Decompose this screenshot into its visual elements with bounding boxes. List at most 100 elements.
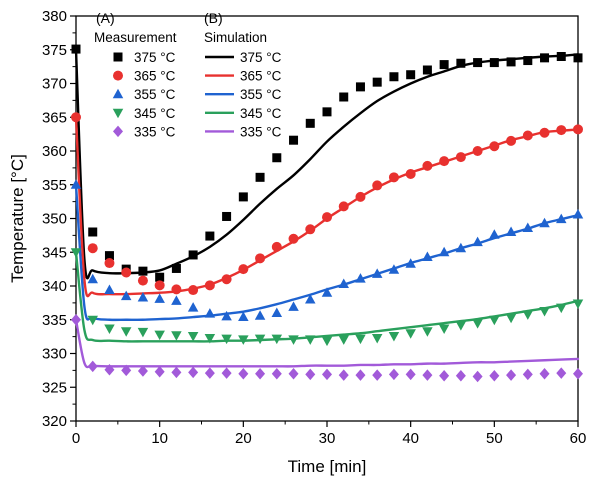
- measurement-point: [271, 368, 282, 380]
- measurement-point: [221, 274, 232, 285]
- legend-simulation-label: 335 °C: [240, 124, 282, 139]
- y-tick-label: 350: [42, 211, 67, 228]
- legend-entry-375: 375 °C 375 °C: [113, 50, 282, 65]
- y-tick-label: 325: [42, 379, 67, 396]
- measurement-point: [372, 369, 383, 381]
- measurement-point: [371, 333, 383, 344]
- y-tick-label: 335: [42, 312, 67, 329]
- measurement-point: [573, 124, 583, 135]
- measurement-point: [321, 287, 333, 297]
- measurement-point: [506, 369, 517, 381]
- measurement-point: [522, 368, 533, 381]
- measurement-point: [171, 366, 182, 379]
- y-tick-label: 330: [42, 346, 67, 363]
- measurement-point: [288, 335, 299, 345]
- measurement-point: [120, 290, 132, 301]
- measurement-point: [70, 179, 82, 189]
- measurement-point: [254, 310, 266, 320]
- measurement-point: [455, 242, 467, 253]
- measurement-point: [120, 327, 132, 337]
- measurement-point: [573, 368, 583, 380]
- legend-measurement-label: 355 °C: [134, 87, 176, 102]
- measurement-point: [188, 366, 199, 379]
- measurement-point: [204, 280, 215, 291]
- measurement-point: [456, 58, 466, 68]
- measurement-point: [489, 315, 500, 326]
- measurement-point: [88, 227, 98, 237]
- legend-panel-label-a: (A): [96, 10, 115, 26]
- legend-measurement-label: 365 °C: [134, 69, 176, 84]
- simulation-line-335: [74, 318, 580, 369]
- measurement-point: [505, 226, 517, 236]
- measurement-point: [289, 135, 299, 145]
- measurement-point: [371, 268, 383, 278]
- measurement-point: [204, 333, 216, 344]
- measurement-point: [104, 324, 115, 335]
- legend-measurement-header: Measurement: [94, 30, 177, 45]
- measurement-point: [455, 370, 466, 382]
- measurement-point: [71, 314, 81, 326]
- measurement-point: [506, 57, 516, 67]
- measurement-point: [171, 284, 182, 295]
- measurement-point: [305, 335, 316, 345]
- measurement-point: [539, 368, 550, 380]
- measurement-point: [104, 363, 115, 376]
- measurement-point: [572, 299, 584, 310]
- legend: (A) (B) Measurement Simulation 375 °C 375…: [94, 10, 282, 139]
- y-tick-label: 345: [42, 244, 67, 261]
- legend-marker: [112, 108, 124, 119]
- measurement-point: [238, 264, 249, 275]
- legend-entry-345: 345 °C 345 °C: [112, 106, 282, 121]
- simulation-line-355: [74, 183, 580, 322]
- measurement-point: [288, 368, 299, 380]
- measurement-point: [204, 367, 215, 379]
- measurement-point: [305, 368, 316, 381]
- legend-panel-label-b: (B): [204, 10, 223, 26]
- x-tick-label: 40: [402, 430, 419, 447]
- y-tick-label: 370: [42, 76, 67, 93]
- measurement-point: [238, 192, 248, 202]
- measurement-point: [405, 329, 416, 339]
- measurement-point: [523, 56, 533, 66]
- measurement-point: [322, 212, 332, 223]
- measurement-series-355: [70, 179, 584, 322]
- y-tick-label: 380: [42, 8, 67, 25]
- measurement-point: [204, 308, 216, 318]
- measurement-point: [355, 82, 365, 92]
- measurement-point: [422, 65, 432, 75]
- measurement-point: [288, 233, 299, 244]
- measurement-point: [572, 208, 584, 219]
- measurement-point: [539, 306, 550, 317]
- measurement-point: [154, 280, 165, 291]
- measurement-point: [171, 331, 182, 341]
- measurement-point: [389, 72, 399, 82]
- measurement-point: [439, 370, 450, 382]
- measurement-point: [288, 301, 299, 311]
- measurement-point: [472, 319, 483, 329]
- measurement-point: [71, 44, 81, 54]
- measurement-point: [540, 53, 550, 63]
- y-tick-label: 340: [42, 278, 67, 295]
- measurement-point: [271, 334, 283, 345]
- measurement-point: [321, 336, 333, 347]
- measurement-point: [254, 334, 266, 345]
- legend-marker: [113, 125, 123, 138]
- measurement-point: [87, 273, 98, 284]
- x-tick-label: 50: [486, 430, 503, 447]
- legend-simulation-label: 355 °C: [240, 87, 282, 102]
- x-tick-label: 60: [570, 430, 587, 447]
- y-axis-title: Temperature [°C]: [8, 154, 27, 283]
- measurement-point: [188, 285, 199, 296]
- measurement-point: [221, 367, 232, 379]
- legend-measurement-label: 375 °C: [134, 50, 176, 65]
- measurement-point: [305, 118, 315, 128]
- measurement-point: [87, 243, 98, 254]
- measurement-point: [355, 191, 366, 202]
- legend-simulation-header: Simulation: [204, 30, 267, 45]
- measurement-point: [322, 107, 332, 117]
- measurement-point: [505, 313, 517, 324]
- axes: 0 10 20 30 40 50 60 320 325 330 335 340 345 350 355 36…: [8, 8, 586, 476]
- measurement-point: [422, 369, 433, 381]
- measurement-point: [121, 364, 132, 377]
- measurement-point: [438, 246, 450, 257]
